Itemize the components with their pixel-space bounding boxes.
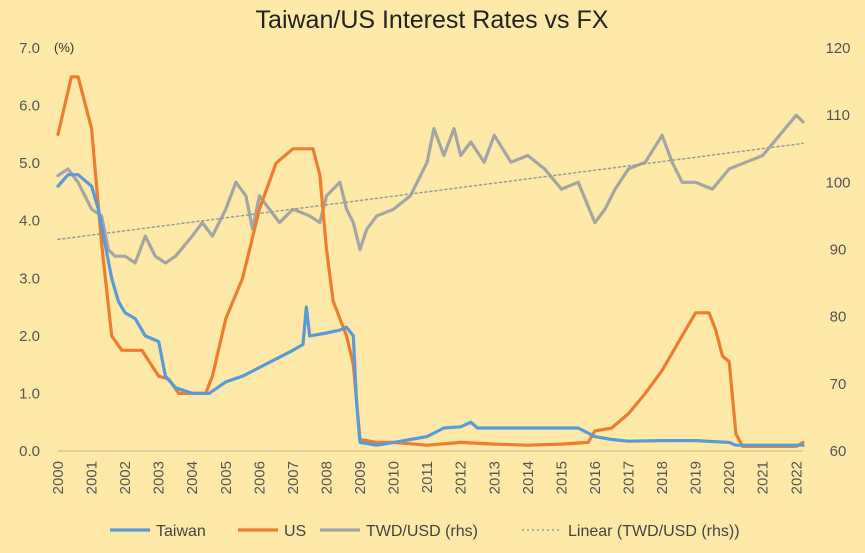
- legend-label: Linear (TWD/USD (rhs)): [568, 523, 740, 540]
- x-tick-label: 2002: [117, 461, 134, 494]
- series-linear-trend-line: [57, 142, 804, 241]
- x-tick-label: 2007: [285, 461, 302, 494]
- x-tick-label: 2015: [553, 461, 570, 494]
- x-tick-label: 2000: [50, 461, 67, 494]
- x-tick-label: 2022: [788, 461, 805, 494]
- x-tick-label: 2011: [419, 461, 436, 493]
- y-right-tick-label: 90: [830, 242, 847, 259]
- x-tick-label: 2014: [520, 461, 537, 494]
- y-left-tick-label: 0.0: [19, 443, 40, 460]
- y-left-tick-label: 1.0: [19, 385, 40, 402]
- legend: Taiwan US TWD/USD (rhs) Linear (TWD/USD (rh…: [110, 523, 740, 540]
- series-taiwan-line: [56, 173, 805, 447]
- y-left-tick-label: 4.0: [19, 213, 40, 230]
- series-us-line: [56, 75, 805, 448]
- x-tick-label: 2010: [386, 461, 403, 494]
- x-tick-label: 2001: [84, 461, 101, 494]
- x-tick-label: 2009: [352, 461, 369, 494]
- y-left-tick-label: 7.0: [19, 40, 40, 57]
- series-layer: [56, 75, 805, 448]
- y-right-tick-label: 60: [830, 443, 847, 460]
- y-left-tick-label: 3.0: [19, 270, 40, 287]
- y-left-tick-label: 6.0: [19, 98, 40, 115]
- x-tick-label: 2018: [654, 461, 671, 494]
- y-right-tick-label: 110: [826, 107, 850, 124]
- y-left-unit-label: (%): [54, 40, 74, 55]
- y-right-tick-label: 70: [830, 376, 847, 393]
- x-tick-label: 2005: [218, 461, 235, 494]
- x-tick-label: 2008: [318, 461, 335, 494]
- x-tick-labels: 2000 2001 2002 2003 2004 2005 2006 2007 2008 2009…: [50, 461, 805, 494]
- x-tick-label: 2017: [620, 461, 637, 494]
- y-left-tick-label: 2.0: [19, 328, 40, 345]
- y-right-tick-label: 80: [830, 309, 847, 326]
- legend-label: Taiwan: [156, 523, 206, 540]
- legend-label: US: [284, 523, 306, 540]
- chart-title: Taiwan/US Interest Rates vs FX: [256, 6, 609, 34]
- x-tick-label: 2016: [587, 461, 604, 494]
- x-tick-label: 2003: [151, 461, 168, 494]
- y-right-tick-labels: 60 70 80 90 100 110 120: [825, 40, 850, 460]
- y-right-tick-label: 120: [825, 40, 850, 57]
- x-tick-label: 2021: [755, 461, 772, 494]
- series-twd-usd-line: [56, 113, 805, 265]
- x-tick-label: 2004: [184, 461, 201, 494]
- y-left-tick-labels: 0.0 1.0 2.0 3.0 4.0 5.0 6.0 7.0: [19, 40, 40, 460]
- x-tick-label: 2006: [251, 461, 268, 494]
- x-tick-label: 2020: [721, 461, 738, 494]
- legend-label: TWD/USD (rhs): [366, 523, 478, 540]
- x-tick-label: 2012: [453, 461, 470, 494]
- y-right-tick-label: 100: [825, 174, 850, 191]
- y-left-tick-label: 5.0: [19, 155, 40, 172]
- x-tick-label: 2013: [486, 461, 503, 494]
- x-tick-label: 2019: [688, 461, 705, 494]
